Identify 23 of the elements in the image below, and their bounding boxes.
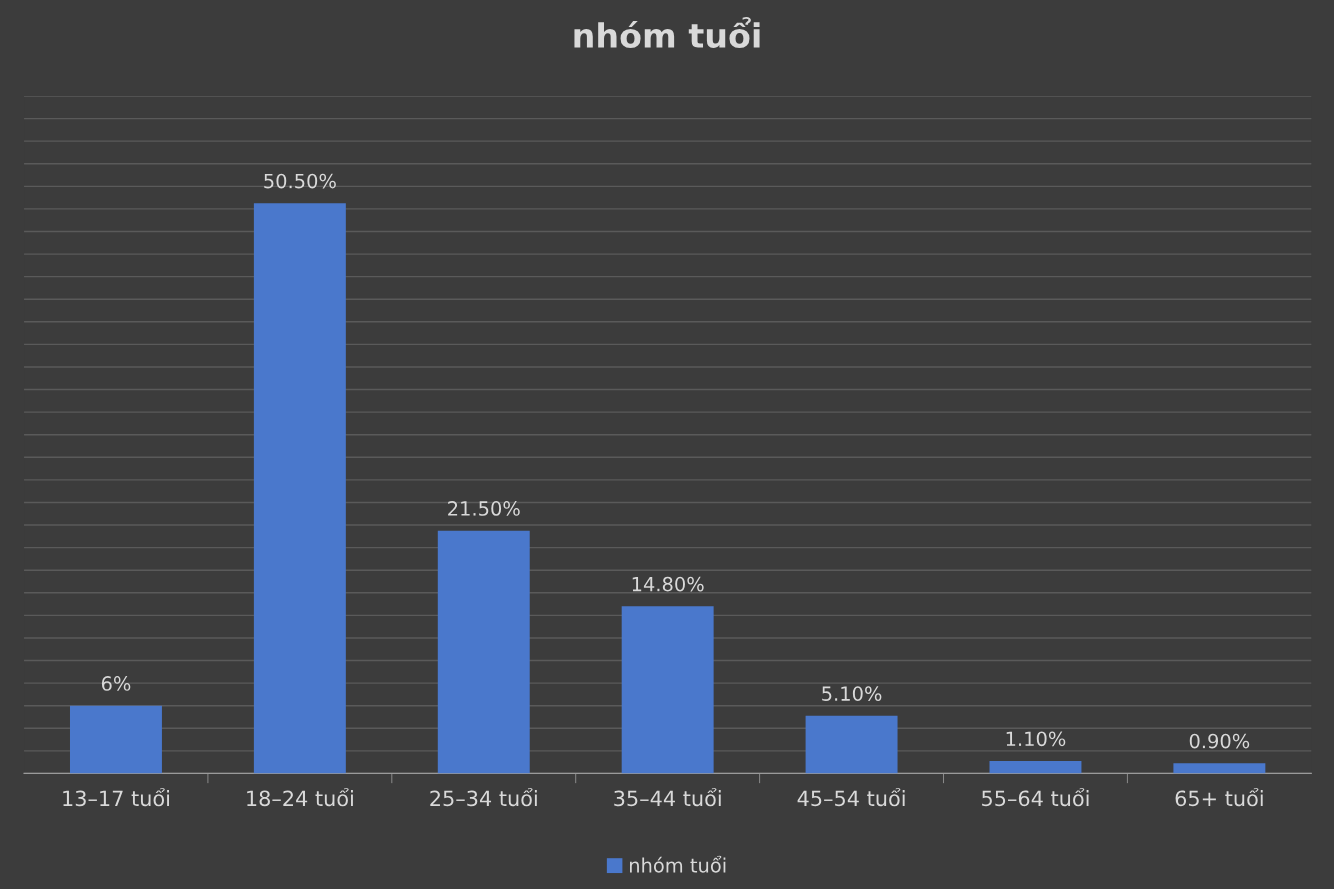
bar: [69, 705, 162, 774]
bar: [805, 715, 898, 774]
x-tick-label: 18–24 tuổi: [247, 788, 353, 807]
bar: [989, 761, 1082, 774]
data-label: 50.50%: [264, 173, 336, 189]
chart-title: nhóm tuổi: [574, 17, 760, 49]
bar: [621, 606, 714, 774]
x-tick-label: 45–54 tuổi: [797, 788, 905, 807]
data-label: 6%: [101, 676, 131, 691]
legend-label: nhóm tuổi: [630, 855, 726, 873]
x-tick-label: 65+ tuổi: [1175, 788, 1263, 807]
data-label: 21.50%: [448, 501, 520, 516]
data-label: 14.80%: [632, 576, 704, 592]
bar: [1173, 763, 1266, 774]
data-label: 1.10%: [1006, 731, 1066, 747]
bar: [253, 203, 346, 774]
x-tick-label: 13–17 tuổi: [63, 788, 169, 807]
x-tick-label: 25–34 tuổi: [430, 788, 537, 807]
data-label: 0.90%: [1189, 733, 1250, 749]
data-label: 5.10%: [822, 686, 882, 701]
x-tick-label: 35–44 tuổi: [614, 788, 721, 807]
bar: [437, 530, 530, 774]
x-tick-label: 55–64 tuổi: [982, 788, 1089, 807]
